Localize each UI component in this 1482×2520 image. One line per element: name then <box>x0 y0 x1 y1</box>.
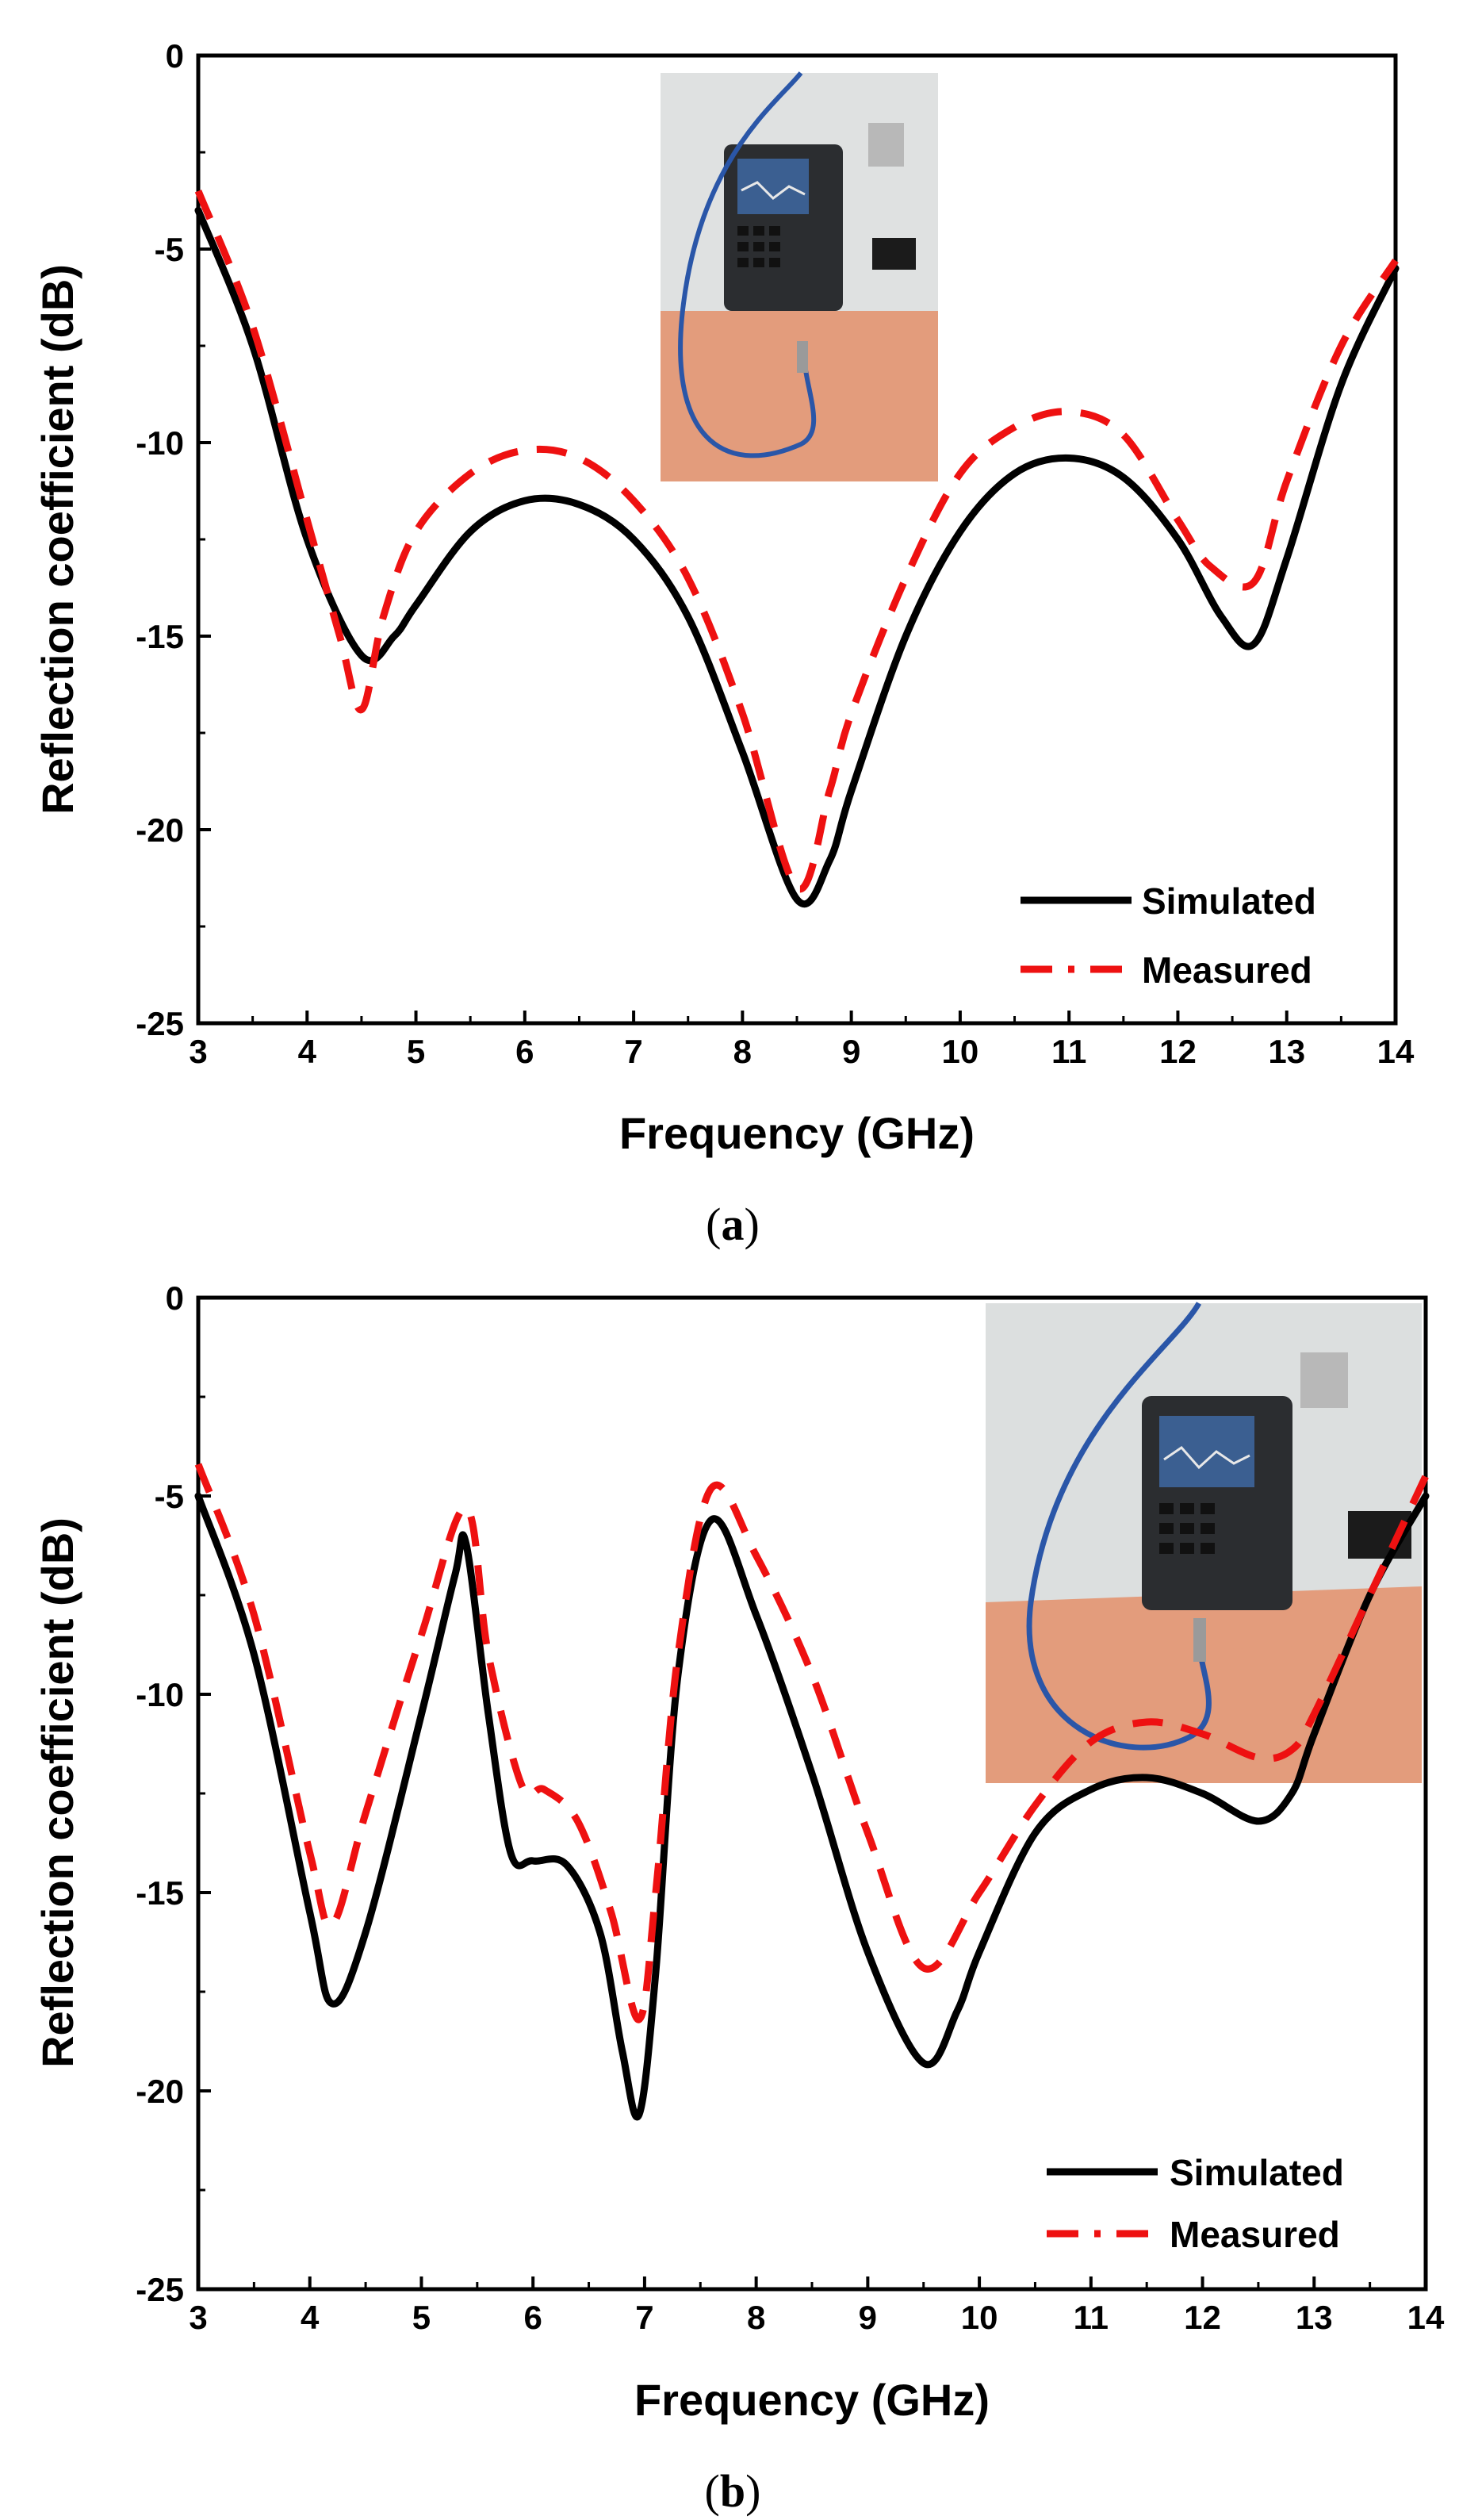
y-tick-label: 0 <box>166 1279 184 1317</box>
legend-simulated-label: Simulated <box>1170 2152 1344 2193</box>
x-tick-label: 9 <box>842 1033 860 1070</box>
x-tick-label: 13 <box>1268 1033 1305 1070</box>
x-tick-label: 14 <box>1407 2299 1445 2336</box>
x-tick-label: 8 <box>747 2299 765 2336</box>
chart-b: 3 4 5 6 7 8 9 10 11 12 13 14 0 -5 -10 -15 -20 -25 Frequen… <box>33 1279 1445 2517</box>
x-tick-label: 3 <box>189 2299 207 2336</box>
legend: Simulated Measured <box>1047 2152 1344 2255</box>
y-tick-label: -20 <box>136 2073 184 2110</box>
x-axis-title: Frequency (GHz) <box>619 1108 975 1158</box>
inset-photo-vna-setup <box>986 1302 1422 1783</box>
axis-ticks <box>197 54 1397 1025</box>
x-tick-label: 4 <box>301 2299 320 2336</box>
y-tick-label: -20 <box>136 811 184 849</box>
x-tick-label: 4 <box>298 1033 317 1070</box>
series-measured <box>194 1463 1430 2023</box>
y-tick-label: -5 <box>155 231 184 268</box>
x-tick-label: 7 <box>635 2299 653 2336</box>
x-tick-label: 5 <box>407 1033 425 1070</box>
x-tick-label: 11 <box>1074 2299 1109 2336</box>
x-tick-label: 12 <box>1159 1033 1197 1070</box>
y-axis-title: Reflection coefficient (dB) <box>33 1517 82 2068</box>
x-tick-label: 14 <box>1377 1033 1415 1070</box>
x-tick-label: 11 <box>1051 1033 1086 1070</box>
y-tick-label: -5 <box>155 1478 184 1515</box>
x-tick-label: 12 <box>1184 2299 1221 2336</box>
inset-photo-vna-setup <box>661 71 938 481</box>
legend: Simulated Measured <box>1021 880 1316 991</box>
caption-a-letter: a <box>722 1199 745 1250</box>
tick-labels: 3 4 5 6 7 8 9 10 11 12 13 14 0 -5 -10 -15 -20 -25 <box>136 37 1415 1070</box>
y-tick-label: 0 <box>166 37 184 75</box>
series-measured <box>194 190 1399 893</box>
x-tick-label: 10 <box>942 1033 979 1070</box>
x-tick-label: 8 <box>733 1033 752 1070</box>
x-tick-label: 5 <box>412 2299 431 2336</box>
x-tick-label: 3 <box>189 1033 207 1070</box>
caption-a: (a) <box>706 1199 760 1250</box>
x-tick-label: 9 <box>859 2299 877 2336</box>
legend-simulated-label: Simulated <box>1142 880 1316 922</box>
x-tick-label: 7 <box>624 1033 642 1070</box>
y-tick-label: -15 <box>136 618 184 655</box>
y-tick-label: -25 <box>136 2271 184 2308</box>
x-tick-label: 6 <box>524 2299 542 2336</box>
chart-a: 3 4 5 6 7 8 9 10 11 12 13 14 0 -5 -10 -15 -20 -25 Frequen… <box>33 37 1415 1250</box>
y-tick-label: -15 <box>136 1874 184 1912</box>
x-tick-label: 13 <box>1296 2299 1333 2336</box>
legend-measured-label: Measured <box>1142 949 1312 991</box>
tick-labels: 3 4 5 6 7 8 9 10 11 12 13 14 0 -5 -10 -15 -20 -25 <box>136 1279 1445 2336</box>
y-tick-label: -10 <box>136 1676 184 1713</box>
x-tick-label: 10 <box>961 2299 998 2336</box>
y-tick-label: -25 <box>136 1005 184 1042</box>
caption-b: (b) <box>705 2465 761 2517</box>
x-tick-label: 6 <box>515 1033 534 1070</box>
y-tick-label: -10 <box>136 424 184 462</box>
x-axis-title: Frequency (GHz) <box>634 2375 990 2425</box>
series-simulated <box>194 1492 1430 2121</box>
series-simulated <box>194 206 1400 908</box>
y-axis-title: Reflection coefficient (dB) <box>33 264 82 815</box>
caption-b-letter: b <box>720 2465 745 2517</box>
legend-measured-label: Measured <box>1170 2214 1340 2255</box>
